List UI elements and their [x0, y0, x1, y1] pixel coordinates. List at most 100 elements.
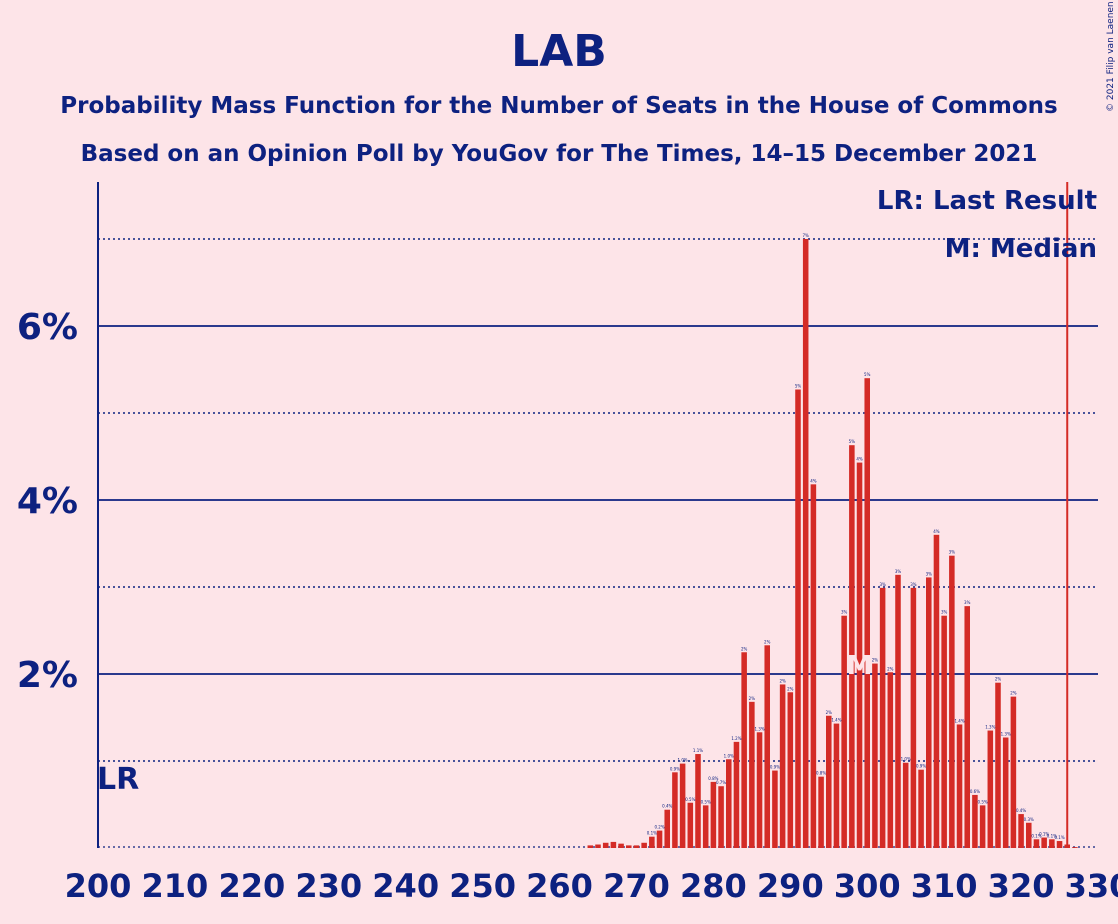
bar-seat-327: [1072, 847, 1078, 848]
bar-seat-285: [749, 701, 755, 848]
data-label-seat-319: 2%: [1010, 691, 1017, 696]
bar-seat-295: [826, 715, 832, 848]
bar-seat-306: [910, 587, 917, 848]
bar-seat-315: [979, 805, 986, 848]
bar-seat-313: [964, 606, 970, 848]
bar-seat-266: [602, 842, 609, 848]
data-label-seat-317: 2%: [995, 677, 1002, 682]
data-label-seat-309: 4%: [933, 529, 940, 534]
data-label-seat-321: 0.3%: [1024, 817, 1034, 822]
x-tick-label: 200: [65, 867, 132, 905]
data-label-seat-295: 2%: [826, 710, 833, 715]
bar-seat-278: [695, 754, 701, 848]
x-tick-label: 290: [757, 867, 824, 905]
y-axis-ticks: 2% 4% 6%: [17, 307, 78, 696]
bar-seat-314: [972, 794, 978, 848]
x-tick-label: 230: [295, 867, 362, 905]
data-label-seat-311: 3%: [949, 550, 956, 555]
bar-seat-325: [1056, 841, 1063, 848]
x-tick-label: 240: [372, 867, 439, 905]
bar-seat-307: [918, 769, 924, 848]
data-label-seat-306: 3%: [910, 582, 917, 587]
data-label-seat-272: 0.1%: [647, 831, 657, 836]
bar-seat-279: [702, 805, 709, 848]
data-label-seat-286: 1.3%: [754, 726, 764, 731]
data-label-seat-325: 0.1%: [1054, 835, 1064, 840]
data-label-seat-298: 5%: [849, 439, 856, 444]
bar-seat-292: [802, 239, 809, 848]
data-label-seat-314: 0.6%: [970, 789, 980, 794]
data-label-seat-299: 4%: [856, 457, 863, 462]
y-tick-label: 6%: [17, 307, 78, 348]
bar-seat-270: [633, 845, 640, 848]
data-label-seat-291: 5%: [795, 384, 802, 389]
x-tick-label: 300: [834, 867, 901, 905]
data-label-seat-297: 3%: [841, 610, 848, 615]
bar-seat-286: [756, 732, 763, 848]
bar-seat-316: [987, 730, 994, 848]
data-label-seat-292: 7%: [803, 233, 810, 238]
data-label-seat-284: 2%: [741, 646, 748, 651]
bar-seat-323: [1041, 837, 1047, 848]
data-label-seat-305: 1.0%: [901, 757, 911, 762]
x-tick-label: 280: [680, 867, 747, 905]
data-label-seat-287: 2%: [764, 639, 771, 644]
gridlines: [98, 238, 1098, 848]
legend-last-result: LR: Last Result: [877, 186, 1097, 216]
data-label-seat-273: 0.2%: [654, 825, 664, 830]
x-tick-label: 210: [142, 867, 209, 905]
bar-seat-317: [995, 682, 1001, 848]
data-label-seat-316: 1.3%: [985, 725, 995, 730]
bar-seat-300: [864, 378, 870, 848]
bar-seat-299: [856, 462, 863, 848]
copyright-notice: © 2021 Filip van Laenen: [1106, 1, 1116, 112]
bar-seat-322: [1033, 839, 1040, 848]
x-tick-label: 250: [449, 867, 516, 905]
bar-seat-308: [926, 577, 932, 848]
bar-seat-318: [1002, 737, 1009, 848]
data-label-seat-310: 3%: [941, 610, 948, 615]
data-label-seat-281: 0.7%: [716, 780, 726, 785]
bars-group: [587, 239, 1078, 848]
bar-seat-305: [902, 762, 909, 848]
median-marker: M: [847, 651, 873, 681]
y-tick-label: 4%: [17, 481, 78, 522]
x-tick-label: 310: [911, 867, 978, 905]
bar-seat-301: [872, 663, 878, 848]
bar-seat-297: [841, 615, 847, 848]
data-label-seat-313: 3%: [964, 600, 971, 605]
bar-seat-312: [956, 724, 963, 848]
data-label-seat-274: 0.4%: [662, 804, 672, 809]
bar-seat-283: [733, 741, 740, 848]
data-label-seat-293: 4%: [810, 478, 817, 483]
bar-seat-290: [787, 692, 794, 848]
bar-seat-282: [726, 759, 732, 848]
bar-seat-280: [710, 781, 717, 848]
bar-seat-273: [656, 830, 663, 848]
bar-seat-321: [1026, 822, 1032, 848]
bar-seat-265: [595, 844, 601, 848]
chart-subtitle-2: Based on an Opinion Poll by YouGov for T…: [81, 141, 1038, 167]
data-label-seat-318: 1.3%: [1001, 732, 1011, 737]
bar-seat-309: [933, 534, 940, 848]
bar-seat-269: [626, 845, 632, 848]
bar-seat-267: [610, 841, 617, 848]
data-label-seat-279: 0.5%: [701, 799, 711, 804]
bar-seat-288: [772, 770, 778, 848]
last-result-label: LR: [97, 762, 139, 797]
bar-seat-291: [795, 389, 801, 848]
x-tick-label: 330: [1065, 867, 1118, 905]
bar-seat-304: [895, 574, 901, 848]
x-tick-label: 270: [603, 867, 670, 905]
bar-seat-319: [1010, 696, 1017, 848]
bar-seat-320: [1018, 814, 1024, 848]
data-label-seat-282: 1.0%: [724, 753, 734, 758]
data-label-seat-278: 1.1%: [693, 748, 703, 753]
data-label-seat-296: 1.4%: [831, 718, 841, 723]
bar-seat-310: [941, 615, 947, 848]
data-label-seat-302: 3%: [879, 582, 886, 587]
data-label-seat-324: 0.1%: [1047, 833, 1057, 838]
x-axis-ticks: 200 210 220 230 240 250 260 270 280 290 300 310 320 3…: [65, 867, 1118, 905]
data-label-seat-294: 0.8%: [816, 771, 826, 776]
x-tick-label: 320: [988, 867, 1055, 905]
